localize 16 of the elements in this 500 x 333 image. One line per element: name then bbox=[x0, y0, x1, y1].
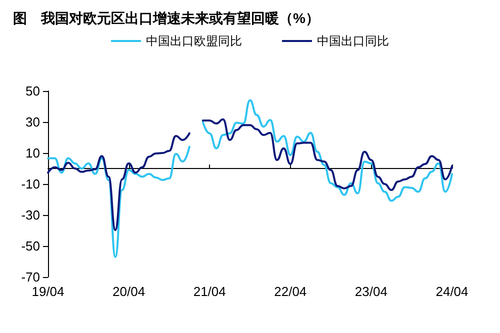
x-tick-label: 24/04 bbox=[436, 284, 468, 299]
x-tick-label: 23/04 bbox=[354, 284, 388, 299]
y-tick-label: -70 bbox=[21, 270, 40, 284]
y-tick-label: 10 bbox=[26, 146, 40, 160]
x-tick-label: 20/04 bbox=[112, 284, 146, 299]
x-tick-label: 19/04 bbox=[32, 284, 64, 299]
legend-label: 中国出口欧盟同比 bbox=[146, 34, 242, 48]
y-tick-label: 30 bbox=[26, 114, 40, 130]
x-tick-label: 22/04 bbox=[274, 284, 307, 299]
y-tick-label: 50 bbox=[26, 84, 40, 98]
legend-label: 中国出口同比 bbox=[317, 34, 389, 48]
y-tick-label: -10 bbox=[21, 176, 40, 192]
chart-title: 图 我国对欧元区出口增速未来或有望回暖（%） bbox=[13, 10, 320, 26]
y-tick-label: -30 bbox=[21, 208, 40, 222]
y-tick-label: -50 bbox=[21, 238, 40, 254]
x-tick-label: 21/04 bbox=[193, 284, 226, 299]
